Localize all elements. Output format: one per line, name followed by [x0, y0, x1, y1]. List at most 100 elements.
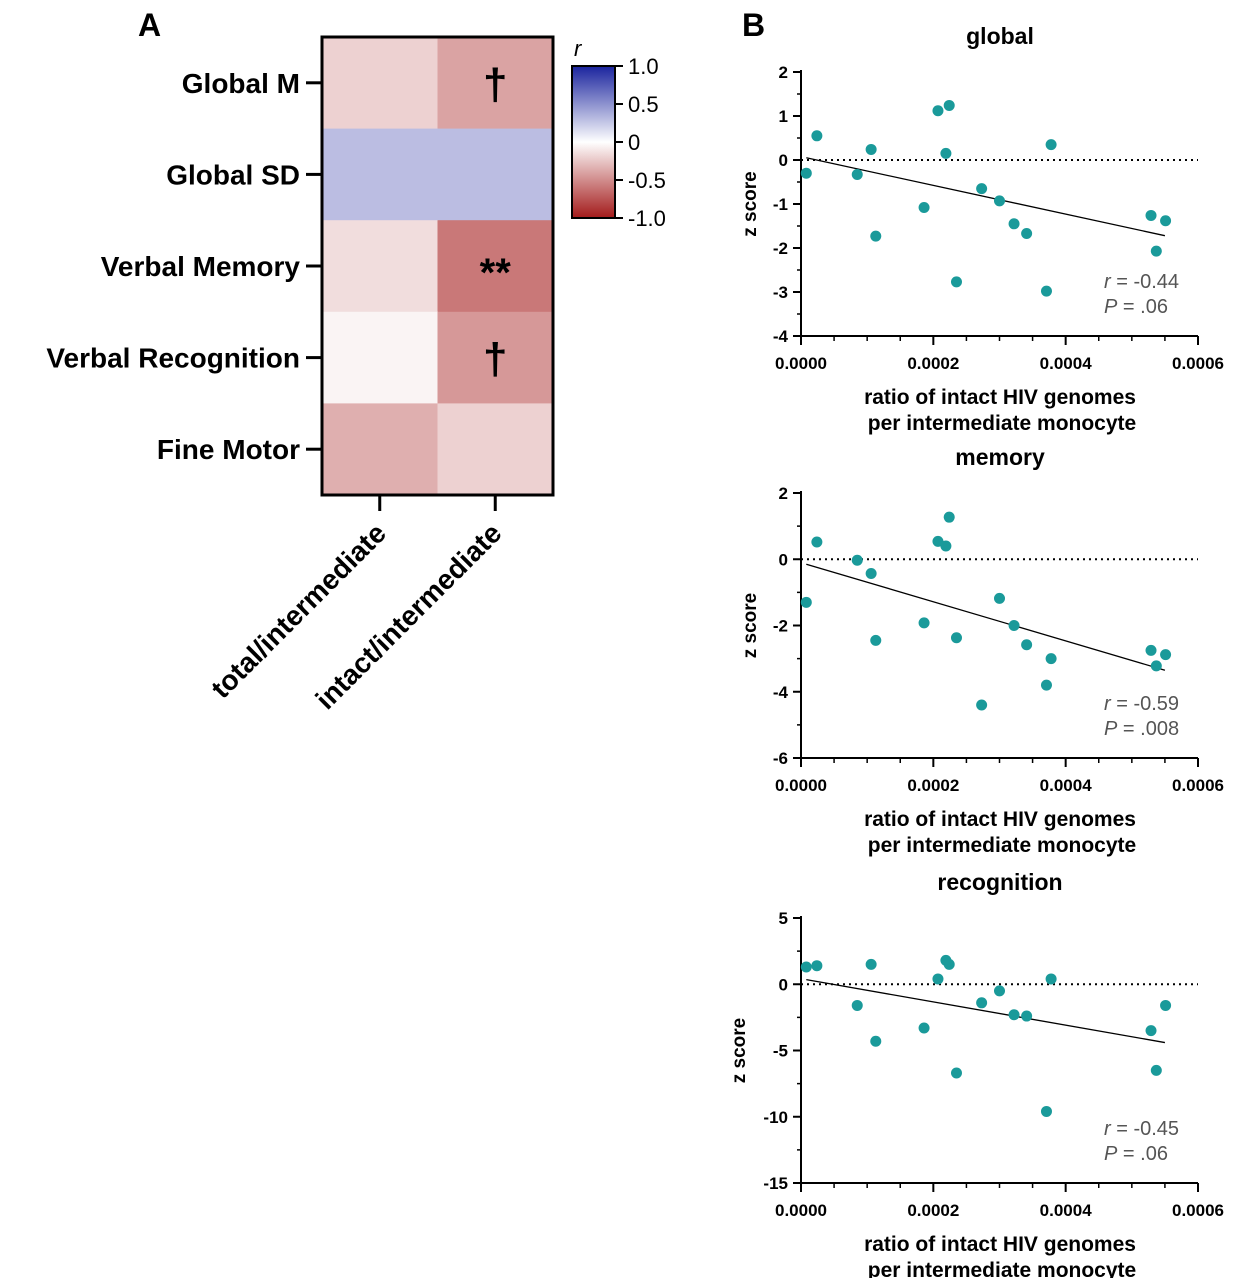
x-tick-label: 0.0000 — [775, 776, 827, 795]
data-point — [943, 99, 955, 111]
stat-p-symbol: P — [1104, 1143, 1118, 1165]
stat-r-value: = -0.59 — [1111, 693, 1179, 715]
heatmap-cell — [437, 37, 554, 130]
y-tick-label: 5 — [779, 909, 788, 928]
data-point — [1045, 653, 1057, 665]
data-point — [811, 960, 823, 972]
y-tick-label: -2 — [773, 617, 788, 636]
data-point — [1045, 973, 1057, 985]
data-point — [918, 1022, 930, 1034]
data-point — [1040, 285, 1052, 297]
heatmap-cell — [437, 311, 554, 404]
data-point — [940, 540, 952, 552]
stat-r-value: = -0.45 — [1111, 1118, 1179, 1140]
heatmap-cell — [322, 220, 438, 313]
x-tick-label: 0.0002 — [907, 1201, 959, 1220]
plot-title: memory — [955, 444, 1045, 470]
heatmap-row-label: Global SD — [166, 159, 300, 190]
y-tick-label: -5 — [773, 1042, 788, 1061]
y-tick-label: 0 — [779, 151, 788, 170]
data-point — [811, 130, 823, 142]
x-axis-label: ratio of intact HIV genomes — [864, 386, 1136, 409]
scatter-panel-global: global 2 1 0 -1 -2 -3 -4 0.0000 0.0002 0.0004 0.000… — [740, 23, 1224, 435]
stat-p-value: = .06 — [1117, 1143, 1168, 1165]
x-tick-label: 0.0004 — [1040, 776, 1093, 795]
x-tick-label: 0.0004 — [1040, 354, 1093, 373]
data-point — [950, 632, 962, 644]
data-point — [976, 183, 988, 195]
heatmap-row-label: Verbal Recognition — [46, 343, 300, 374]
regression-line — [806, 563, 1166, 671]
x-tick-label: 0.0004 — [1040, 1201, 1093, 1220]
data-point — [1008, 1009, 1020, 1021]
stat-p-value: = .06 — [1117, 296, 1168, 318]
stat-r-symbol: r — [1104, 271, 1112, 293]
y-tick-label: 0 — [779, 550, 788, 569]
y-tick-label: -4 — [773, 327, 789, 346]
panel-a-label: A — [138, 7, 161, 43]
stat-p-symbol: P — [1104, 296, 1118, 318]
significance-marker: † — [483, 335, 507, 384]
stat-p-symbol: P — [1104, 718, 1118, 740]
data-point — [865, 143, 877, 155]
stat-r-value: = -0.44 — [1111, 271, 1179, 293]
heatmap-row-label: Global M — [182, 68, 300, 99]
data-point — [1045, 139, 1057, 151]
heatmap-cell — [322, 403, 438, 496]
data-point — [932, 973, 944, 985]
heatmap-cell — [437, 128, 554, 221]
y-tick-label: -2 — [773, 239, 788, 258]
data-point — [1160, 215, 1172, 227]
data-point — [976, 699, 988, 711]
data-point — [870, 1035, 882, 1047]
data-point — [1150, 1064, 1162, 1076]
data-point — [1040, 679, 1052, 691]
stat-p: P = .06 — [1104, 296, 1168, 318]
colorbar-tick-label: -1.0 — [628, 206, 666, 231]
heatmap-cell — [322, 128, 438, 221]
x-tick-label: 0.0000 — [775, 1201, 827, 1220]
plot-title: global — [966, 23, 1034, 49]
stat-r: r = -0.59 — [1104, 693, 1179, 715]
regression-line — [806, 978, 1166, 1044]
x-axis-label: ratio of intact HIV genomes — [864, 808, 1136, 831]
data-point — [865, 958, 877, 970]
data-point — [950, 1067, 962, 1079]
data-point — [1160, 999, 1172, 1011]
heatmap-cell — [437, 403, 554, 496]
data-point — [800, 961, 812, 973]
data-point — [800, 167, 812, 179]
data-point — [811, 536, 823, 548]
plot-title: recognition — [937, 869, 1062, 895]
significance-marker: † — [483, 60, 507, 109]
data-point — [932, 105, 944, 117]
data-point — [865, 567, 877, 579]
y-tick-label: 1 — [779, 107, 788, 126]
colorbar-tick-label: 0 — [628, 130, 640, 155]
stat-r: r = -0.44 — [1104, 271, 1179, 293]
x-axis-label: per intermediate monocyte — [868, 412, 1136, 435]
stat-r: r = -0.45 — [1104, 1118, 1179, 1140]
y-axis-label: z score — [740, 593, 761, 658]
colorbar-tick-label: 1.0 — [628, 54, 659, 79]
stat-r-symbol: r — [1104, 693, 1112, 715]
data-point — [1040, 1105, 1052, 1117]
x-tick-label: 0.0002 — [907, 354, 959, 373]
data-point — [851, 169, 863, 181]
x-axis-label: ratio of intact HIV genomes — [864, 1233, 1136, 1256]
scatter-panel-recognition: recognition 5 0 -5 -10 -15 0.0000 0.0002 0.0004 0… — [729, 869, 1224, 1278]
data-point — [851, 999, 863, 1011]
data-point — [918, 202, 930, 214]
data-point — [932, 535, 944, 547]
stat-p-value: = .008 — [1117, 718, 1179, 740]
x-tick-label: 0.0000 — [775, 354, 827, 373]
data-point — [1021, 227, 1033, 239]
data-point — [976, 997, 988, 1009]
data-point — [918, 617, 930, 629]
data-point — [940, 147, 952, 159]
data-point — [1008, 620, 1020, 631]
x-tick-label: 0.0006 — [1172, 1201, 1224, 1220]
data-point — [943, 511, 955, 523]
heatmap-cell — [322, 37, 438, 130]
data-point — [800, 596, 812, 608]
